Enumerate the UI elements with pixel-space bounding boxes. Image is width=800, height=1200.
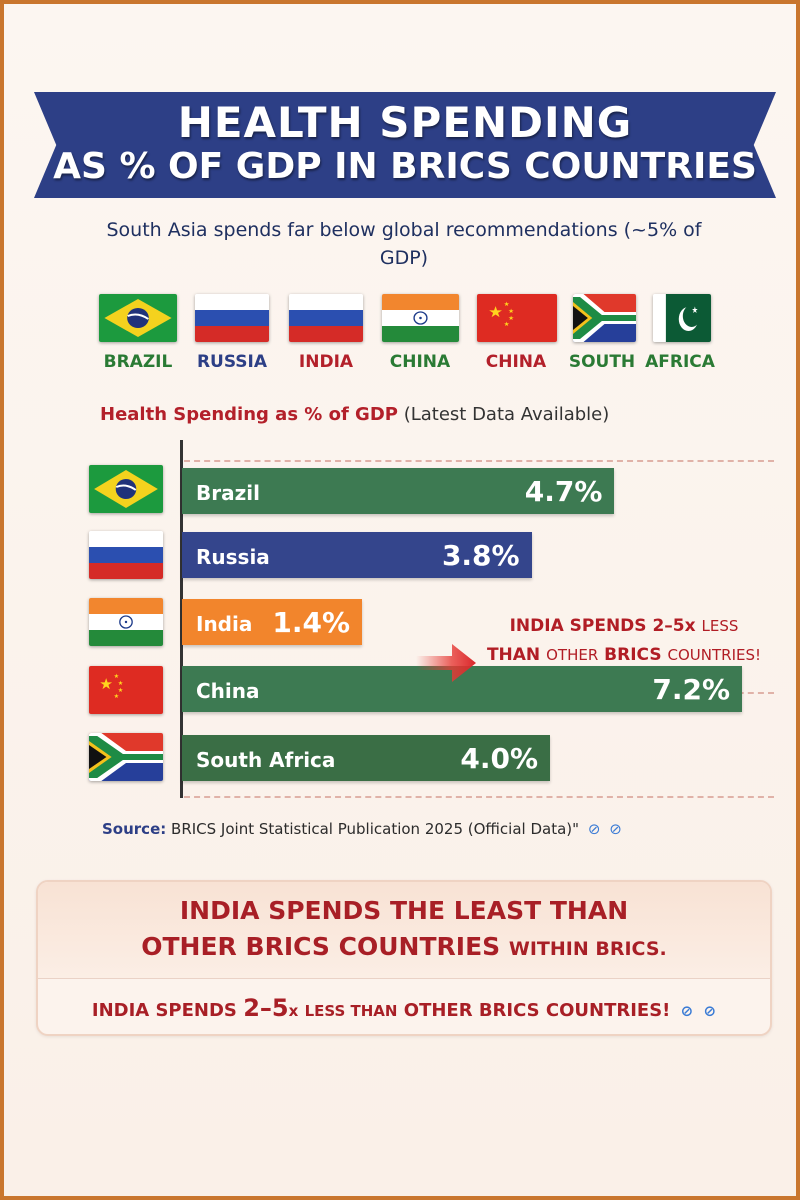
south-africa-flag-icon	[573, 294, 636, 342]
title-banner: HEALTH SPENDING AS % OF GDP IN BRICS COU…	[34, 92, 776, 198]
india-flag-icon	[382, 294, 459, 342]
bar-value-label: 4.0%	[460, 742, 538, 775]
chart-title-note: (Latest Data Available)	[403, 404, 610, 425]
bar-value-label: 4.7%	[524, 475, 603, 508]
callout-line1-small: LESS	[701, 617, 739, 635]
svg-text:★: ★	[114, 693, 120, 700]
gridline-dashed	[184, 460, 774, 462]
conclusion-line3-b: 2–5	[243, 994, 289, 1022]
page-title-line2: AS % OF GDP IN BRICS COUNTRIES	[53, 146, 757, 187]
pakistan-flag-icon: ★	[653, 294, 711, 342]
svg-text:★: ★	[508, 308, 514, 315]
svg-text:★: ★	[118, 680, 124, 687]
bar-label: Russia	[196, 545, 270, 569]
link-icon[interactable]: ⊘	[703, 1002, 717, 1020]
russia-flag-icon	[89, 531, 163, 579]
india-flag-icon	[89, 598, 163, 646]
bar-value-label: 1.4%	[272, 606, 350, 639]
svg-text:★: ★	[508, 315, 514, 322]
svg-text:★: ★	[488, 303, 503, 321]
conclusion-line2: OTHER BRICS COUNTRIES WITHIN BRICS.	[38, 932, 770, 961]
conclusion-line3-e: OTHER BRICS COUNTRIES!	[403, 1000, 671, 1021]
svg-text:★: ★	[504, 321, 510, 328]
callout-line2-mid: OTHER	[546, 646, 599, 664]
bar-label: South Africa	[196, 748, 336, 772]
conclusion-line3-a: INDIA SPENDS	[91, 1000, 237, 1021]
flag-label: INDIA	[298, 352, 354, 372]
bar: Russia 3.8%	[182, 532, 532, 578]
flag-label: CHINA	[389, 352, 451, 372]
conclusion-line3-c: x	[288, 1002, 299, 1020]
flag-label: CHINA	[485, 352, 547, 372]
source-note: Source: BRICS Joint Statistical Publicat…	[102, 820, 622, 838]
china-flag-icon: ★ ★ ★ ★ ★	[89, 666, 163, 714]
conclusion-line3: INDIA SPENDS 2–5x LESS THAN OTHER BRICS …	[38, 994, 770, 1022]
flag-label: RUSSIA	[196, 352, 268, 372]
link-icon[interactable]: ⊘	[609, 820, 622, 838]
source-label: Source:	[102, 820, 167, 838]
chart-axis	[180, 440, 183, 798]
callout-line2-bold2: BRICS	[604, 645, 662, 665]
svg-text:★: ★	[504, 301, 510, 308]
brazil-flag-icon	[99, 294, 177, 342]
china-flag-icon: ★ ★ ★ ★ ★	[477, 294, 557, 342]
bar: Brazil 4.7%	[182, 468, 615, 514]
russia-flag-icon	[289, 294, 363, 342]
conclusion-line3-d: LESS THAN	[304, 1002, 398, 1020]
flag-label: SOUTH	[568, 352, 636, 372]
link-icon[interactable]: ⊘	[587, 820, 601, 838]
bar-label: China	[196, 679, 260, 703]
svg-text:★: ★	[118, 687, 124, 694]
conclusion-line2-small: WITHIN BRICS.	[508, 938, 667, 960]
conclusion-line2-bold: OTHER BRICS COUNTRIES	[141, 932, 501, 961]
link-icon[interactable]: ⊘	[680, 1002, 694, 1020]
bar: South Africa 4.0%	[182, 735, 550, 781]
page-subtitle: South Asia spends far below global recom…	[106, 219, 702, 269]
conclusion-line1: INDIA SPENDS THE LEAST THAN	[179, 896, 629, 925]
gridline-dashed	[184, 796, 774, 798]
callout-line2-small: COUNTRIES!	[667, 646, 762, 664]
bar-label: India	[196, 612, 253, 636]
conclusion-box: INDIA SPENDS THE LEAST THAN OTHER BRICS …	[36, 880, 772, 1036]
callout-line2-bold: THAN	[486, 645, 541, 665]
svg-text:★: ★	[114, 673, 120, 680]
bar-value-label: 3.8%	[441, 539, 520, 572]
svg-text:★: ★	[692, 304, 698, 315]
india-callout: INDIA SPENDS 2–5x LESS THAN OTHER BRICS …	[474, 612, 774, 670]
conclusion-box-header	[38, 882, 770, 979]
chart-title-main: Health Spending as % of GDP	[100, 404, 398, 425]
flag-label: BRAZIL	[103, 352, 173, 372]
source-text: BRICS Joint Statistical Publication 2025…	[171, 820, 580, 838]
flag-label: AFRICA	[645, 352, 715, 372]
brazil-flag-icon	[89, 465, 163, 513]
russia-flag-icon	[195, 294, 269, 342]
bar-value-label: 7.2%	[652, 673, 730, 706]
bar: India 1.4%	[182, 599, 362, 645]
page-title: HEALTH SPENDING	[177, 98, 633, 147]
bar-label: Brazil	[196, 481, 260, 505]
south-africa-flag-icon	[89, 733, 163, 781]
arrow-icon	[416, 644, 476, 682]
callout-line1-bold: INDIA SPENDS 2–5x	[509, 616, 696, 636]
chart-title: Health Spending as % of GDP (Latest Data…	[100, 404, 609, 425]
svg-text:★: ★	[99, 675, 113, 693]
